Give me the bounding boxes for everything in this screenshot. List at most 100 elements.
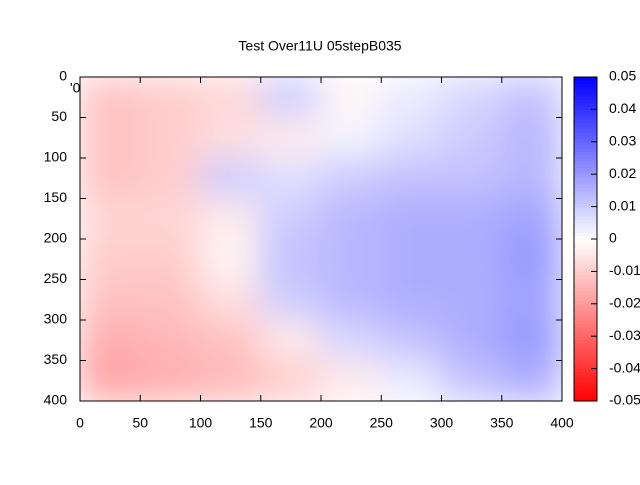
x-tick-label: 200 <box>309 415 333 431</box>
cell <box>199 278 262 321</box>
colorbar-band <box>574 270 597 276</box>
x-tick-label: 150 <box>249 415 273 431</box>
colorbar-band <box>574 183 597 188</box>
colorbar-band <box>574 193 597 198</box>
colorbar-band <box>574 154 597 159</box>
colorbar-band <box>574 176 597 182</box>
colorbar-band <box>574 209 597 214</box>
colorbar-band <box>574 112 597 117</box>
colorbar-band <box>574 105 597 110</box>
colorbar-band <box>574 125 597 130</box>
colorbar-band <box>574 371 597 376</box>
cell <box>139 157 202 200</box>
colorbar-band <box>574 290 597 295</box>
colorbar-band <box>574 95 597 101</box>
cell <box>380 319 443 362</box>
colorbar-band <box>574 348 597 353</box>
cell <box>380 278 443 321</box>
colorbar-band <box>574 186 597 191</box>
y-tick-label: 150 <box>44 189 68 205</box>
colorbar-tick-label: -0.01 <box>609 262 640 278</box>
colorbar-band <box>574 199 597 204</box>
cell <box>440 319 503 362</box>
cell <box>80 157 142 200</box>
cell <box>320 238 383 281</box>
colorbar-band <box>574 374 597 379</box>
y-tick-label: 400 <box>44 392 68 408</box>
cell <box>199 157 262 200</box>
colorbar-band <box>574 128 597 133</box>
cell <box>139 116 202 159</box>
cell <box>380 238 443 281</box>
cell <box>440 77 503 119</box>
cell <box>380 116 443 159</box>
cell <box>199 197 262 240</box>
x-tick-label: 350 <box>490 415 514 431</box>
colorbar-band <box>574 364 597 370</box>
cell <box>320 77 383 119</box>
colorbar-tick-label: 0 <box>609 230 617 246</box>
colorbar-band <box>574 144 597 149</box>
x-tick-label: 0 <box>76 415 84 431</box>
colorbar-band <box>574 335 597 340</box>
colorbar-band <box>574 138 597 143</box>
cell <box>80 116 142 159</box>
colorbar-tick-label: -0.05 <box>609 392 640 408</box>
colorbar-band <box>574 167 597 172</box>
colorbar-band <box>574 189 597 195</box>
colorbar-band <box>574 355 597 360</box>
cell <box>199 359 262 401</box>
y-tick-label: 350 <box>44 351 68 367</box>
cell <box>380 359 443 401</box>
colorbar-band <box>574 196 597 201</box>
colorbar-band <box>574 147 597 153</box>
colorbar-band <box>574 141 597 146</box>
cell <box>199 77 262 119</box>
colorbar-band <box>574 351 597 357</box>
colorbar-band <box>574 232 597 237</box>
colorbar-band <box>574 387 597 392</box>
cell <box>440 197 503 240</box>
cell <box>440 238 503 281</box>
y-tick-label: 0 <box>59 68 67 84</box>
cell <box>139 197 202 240</box>
cell <box>139 319 202 362</box>
colorbar-band <box>574 358 597 363</box>
cell <box>259 197 322 240</box>
colorbar-band <box>574 206 597 211</box>
cell <box>380 197 443 240</box>
cell <box>500 116 562 159</box>
colorbar-band <box>574 92 597 97</box>
cell <box>320 116 383 159</box>
colorbar-band <box>574 384 597 389</box>
colorbar-band <box>574 345 597 350</box>
colorbar-band <box>574 118 597 123</box>
colorbar-band <box>574 157 597 162</box>
colorbar-band <box>574 228 597 234</box>
y-tick-label: 50 <box>51 108 67 124</box>
x-tick-label: 50 <box>132 415 148 431</box>
colorbar-band <box>574 274 597 279</box>
cell <box>500 319 562 362</box>
colorbar-band <box>574 280 597 285</box>
colorbar-band <box>574 303 597 308</box>
colorbar-band <box>574 134 597 140</box>
colorbar-band <box>574 121 597 127</box>
colorbar-band <box>574 251 597 256</box>
colorbar-band <box>574 215 597 221</box>
colorbar-band <box>574 82 597 88</box>
colorbar-band <box>574 309 597 315</box>
colorbar-band <box>574 89 597 94</box>
colorbar-band <box>574 163 597 169</box>
y-tick-label: 250 <box>44 270 68 286</box>
x-tick-label: 250 <box>370 415 394 431</box>
cell <box>440 359 503 401</box>
colorbar-tick-label: -0.04 <box>609 359 640 375</box>
colorbar-band <box>574 342 597 347</box>
cell <box>320 157 383 200</box>
colorbar-band <box>574 257 597 263</box>
chart-title: Test Over11U 05stepB035 <box>238 38 401 54</box>
colorbar-band <box>574 244 597 250</box>
cell <box>80 319 142 362</box>
cell <box>500 77 562 119</box>
